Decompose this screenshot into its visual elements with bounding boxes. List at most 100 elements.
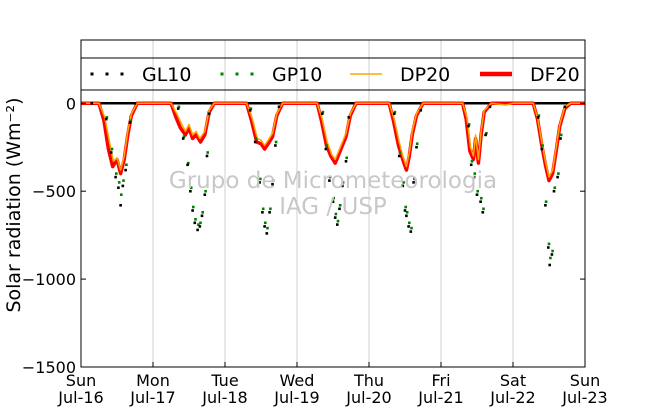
- data-point: [332, 196, 335, 200]
- x-tick-label-day: Sun: [66, 371, 96, 390]
- series-gl10: [90, 102, 567, 267]
- series-line-dp20: [81, 102, 585, 178]
- x-tick-label-date: Jul-18: [201, 388, 247, 407]
- data-point: [274, 140, 278, 144]
- x-tick-label-day: Thu: [353, 371, 384, 390]
- y-axis-ticks: 0 −500 −1000 −1500: [22, 94, 585, 377]
- data-point: [549, 256, 552, 260]
- x-tick-label-day: Mon: [136, 371, 170, 390]
- data-point: [467, 124, 470, 128]
- legend-marker: [90, 72, 94, 76]
- data-point: [334, 212, 338, 216]
- data-point: [488, 105, 492, 109]
- data-point: [269, 207, 272, 211]
- data-point: [481, 211, 485, 214]
- y-tick-label: 0: [66, 94, 76, 113]
- data-point: [541, 144, 544, 147]
- watermark-line-2: IAG / USP: [279, 194, 387, 220]
- x-tick-label-day: Sat: [500, 371, 526, 390]
- x-tick-label-day: Wed: [280, 371, 315, 390]
- data-point: [125, 163, 128, 167]
- data-point: [553, 186, 557, 189]
- data-point: [482, 207, 485, 211]
- data-point: [187, 161, 190, 165]
- data-point: [559, 137, 562, 140]
- legend-marker: [220, 72, 224, 76]
- data-point: [205, 154, 209, 158]
- legend-label: GP10: [272, 64, 322, 86]
- data-point: [479, 200, 482, 203]
- data-point: [550, 253, 554, 256]
- x-tick-label-date: Jul-21: [417, 388, 463, 407]
- series-dp20: [81, 102, 585, 178]
- data-point: [405, 214, 408, 218]
- data-point: [321, 110, 325, 114]
- data-point: [189, 186, 193, 189]
- data-point: [476, 189, 479, 193]
- legend-label: GL10: [142, 64, 192, 86]
- data-point: [392, 112, 396, 116]
- data-point: [117, 181, 121, 184]
- data-point: [114, 175, 117, 179]
- data-point: [248, 109, 252, 112]
- legend-item-df20: DF20: [480, 64, 580, 86]
- data-point: [557, 172, 560, 175]
- legend-item-gl10: GL10: [90, 64, 192, 86]
- vertical-grid: [152, 40, 514, 367]
- data-point: [263, 225, 266, 228]
- data-point: [265, 232, 269, 235]
- data-point: [206, 151, 209, 154]
- data-point: [325, 144, 328, 147]
- data-point: [544, 200, 548, 203]
- data-point: [556, 175, 559, 179]
- data-point: [393, 110, 397, 114]
- data-point: [258, 181, 261, 184]
- data-point: [341, 181, 345, 184]
- data-point: [203, 193, 207, 196]
- data-point: [536, 116, 540, 119]
- series-gp10: [105, 105, 563, 260]
- data-point: [407, 225, 410, 228]
- data-point: [119, 204, 122, 207]
- legend: GL10 GP10 DP20 DF20: [81, 57, 585, 91]
- data-point: [182, 135, 186, 138]
- data-point: [121, 184, 125, 188]
- data-point: [328, 175, 332, 179]
- data-point: [320, 112, 324, 116]
- data-point: [404, 205, 407, 209]
- data-point: [403, 209, 407, 212]
- y-tick-label: −1500: [22, 358, 76, 377]
- data-point: [408, 221, 411, 225]
- data-point: [109, 151, 113, 154]
- data-point: [469, 163, 473, 167]
- x-tick-label-day: Tue: [210, 371, 238, 390]
- data-point: [328, 179, 331, 182]
- data-point: [324, 147, 328, 151]
- data-point: [266, 226, 269, 230]
- data-point: [201, 211, 204, 214]
- data-point: [473, 172, 477, 175]
- data-point: [105, 116, 109, 119]
- data-point: [122, 179, 125, 182]
- data-point: [563, 105, 567, 109]
- data-point: [104, 117, 108, 121]
- data-point: [194, 218, 197, 221]
- data-point: [537, 114, 541, 117]
- x-tick-label-day: Sun: [570, 371, 600, 390]
- data-point: [271, 179, 275, 182]
- data-point: [207, 112, 211, 116]
- legend-label: DP20: [400, 64, 450, 86]
- data-point: [268, 211, 271, 214]
- data-point: [467, 123, 471, 126]
- data-point: [540, 147, 544, 151]
- data-point: [338, 207, 341, 211]
- x-tick-label-date: Jul-22: [489, 388, 535, 407]
- data-point: [259, 177, 262, 181]
- x-tick-label-date: Jul-23: [561, 388, 607, 407]
- x-axis-ticks: SunJul-16MonJul-17TueJul-18WedJul-19ThuJ…: [57, 362, 608, 407]
- legend-marker: [250, 72, 254, 76]
- series-layer: [81, 101, 585, 267]
- data-point: [204, 189, 207, 193]
- data-point: [198, 225, 202, 228]
